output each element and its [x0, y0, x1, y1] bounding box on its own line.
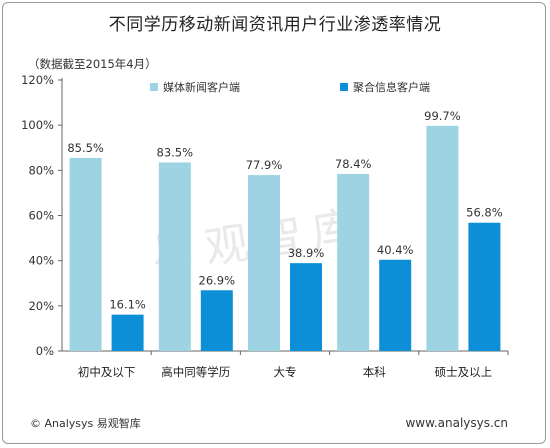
bar-aggregator [379, 259, 412, 351]
footer-copyright: © Analysys 易观智库 [30, 417, 141, 430]
y-tick-label: 20% [28, 299, 54, 313]
chart-title: 不同学历移动新闻资讯用户行业渗透率情况 [108, 15, 442, 35]
y-tick-label: 40% [28, 254, 54, 268]
data-label: 26.9% [199, 273, 236, 287]
chart-subtitle: （数据截至2015年4月） [28, 57, 157, 71]
bar-aggregator [468, 222, 501, 351]
x-category-label: 大专 [274, 365, 297, 379]
x-category-label: 高中同等学历 [161, 365, 230, 379]
data-label: 78.4% [335, 157, 372, 171]
data-label: 38.9% [288, 246, 325, 260]
data-label: 16.1% [109, 298, 146, 312]
footer-url: www.analysys.cn [405, 416, 508, 430]
y-tick-label: 100% [21, 118, 54, 132]
x-category-label: 初中及以下 [78, 365, 136, 379]
bar-aggregator [200, 290, 233, 351]
data-label: 40.4% [377, 243, 414, 257]
bar-aggregator [111, 314, 144, 351]
y-tick-label: 120% [21, 73, 54, 87]
y-tick-label: 60% [28, 209, 54, 223]
data-label: 77.9% [246, 158, 283, 172]
legend-swatch-series2 [340, 83, 348, 91]
bar-media [158, 162, 191, 351]
bar-aggregator [290, 263, 322, 351]
y-tick-label: 80% [28, 163, 54, 177]
legend-item-series1: 媒体新闻客户端 [150, 79, 240, 95]
data-label: 85.5% [67, 141, 104, 155]
legend-item-series2: 聚合信息客户端 [340, 79, 430, 95]
data-label: 99.7% [424, 109, 461, 123]
bar-media [69, 157, 102, 351]
bar-media [426, 125, 459, 351]
legend-label-series1: 媒体新闻客户端 [163, 81, 240, 94]
legend-label-series2: 聚合信息客户端 [353, 81, 430, 94]
data-label: 56.8% [466, 206, 503, 220]
y-tick-label: 0% [36, 344, 54, 358]
legend-swatch-series1 [150, 83, 158, 91]
data-label: 83.5% [157, 145, 194, 159]
bar-media [337, 173, 370, 351]
x-category-label: 硕士及以上 [435, 365, 493, 379]
bar-media [248, 175, 280, 351]
x-category-label: 本科 [363, 365, 386, 379]
